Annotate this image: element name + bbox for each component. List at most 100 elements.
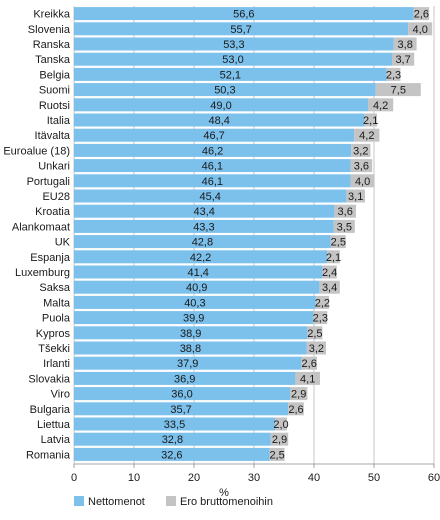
data-label-nettomenot: 46,1 (202, 176, 223, 188)
category-label: Suomi (39, 85, 70, 97)
data-label-ero-bruttomenoihin: 3,2 (353, 145, 368, 157)
bar-nettomenot (74, 189, 347, 203)
bar-nettomenot (74, 52, 392, 66)
data-label-ero-bruttomenoihin: 2,0 (273, 419, 288, 431)
bar-ero-bruttomenoihin (313, 311, 328, 325)
data-label-nettomenot: 50,3 (214, 85, 235, 97)
bar-ero-bruttomenoihin (368, 98, 394, 112)
data-label-nettomenot: 38,9 (180, 328, 201, 340)
data-label-ero-bruttomenoihin: 2,6 (302, 358, 317, 370)
bar-nettomenot (74, 67, 387, 81)
data-label-nettomenot: 33,5 (164, 419, 185, 431)
bar-ero-bruttomenoihin (346, 189, 365, 203)
data-label-nettomenot: 32,6 (161, 449, 182, 461)
x-axis: 0 10 20 30 40 50 60 (71, 463, 440, 484)
category-label: Euroalue (18) (3, 145, 70, 157)
bar-ero-bruttomenoihin (334, 204, 356, 218)
data-label-ero-bruttomenoihin: 2,2 (315, 297, 330, 309)
data-label-ero-bruttomenoihin: 2,3 (386, 69, 401, 81)
bar-nettomenot (74, 295, 316, 309)
bar-nettomenot (74, 22, 409, 36)
bar-nettomenot (74, 174, 351, 188)
bar-nettomenot (74, 219, 334, 233)
data-label-ero-bruttomenoihin: 2,5 (307, 328, 322, 340)
data-label-ero-bruttomenoihin: 2,1 (363, 115, 378, 127)
category-label: Liettua (37, 419, 71, 431)
x-tick-label: 20 (188, 472, 200, 484)
data-label-nettomenot: 48,4 (208, 115, 229, 127)
bar-ero-bruttomenoihin (288, 402, 304, 416)
bar-nettomenot (74, 341, 307, 355)
bar-ero-bruttomenoihin (330, 235, 346, 249)
bar-ero-bruttomenoihin (322, 265, 337, 279)
bar-nettomenot (74, 37, 394, 51)
bar-nettomenot (74, 311, 314, 325)
data-label-nettomenot: 37,9 (177, 358, 198, 370)
data-label-ero-bruttomenoihin: 2,5 (269, 449, 284, 461)
data-label-nettomenot: 35,7 (170, 404, 191, 416)
legend-swatch-nettomenot (74, 496, 84, 506)
bar-ero-bruttomenoihin (290, 387, 308, 401)
x-axis-title: % (219, 487, 229, 499)
category-label: Slovenia (28, 24, 71, 36)
legend-label-ero-bruttomenoihin: Ero bruttomenoihin (180, 496, 273, 508)
bar-ero-bruttomenoihin (270, 432, 289, 446)
data-label-nettomenot: 53,3 (223, 39, 244, 51)
bar-nettomenot (74, 326, 308, 340)
data-label-nettomenot: 43,3 (193, 221, 214, 233)
bar-nettomenot (74, 265, 323, 279)
category-label: Alankomaat (12, 221, 70, 233)
data-label-ero-bruttomenoihin: 2,1 (326, 252, 341, 264)
category-label: Belgia (39, 69, 70, 81)
bar-nettomenot (74, 402, 289, 416)
category-label: Slovakia (28, 373, 70, 385)
category-label: Ranska (33, 39, 71, 51)
category-label: Kroatia (35, 206, 71, 218)
category-label: Itävalta (35, 130, 71, 142)
x-tick-label: 0 (71, 472, 77, 484)
category-label: Romania (26, 449, 71, 461)
data-label-ero-bruttomenoihin: 4,0 (355, 176, 370, 188)
data-label-nettomenot: 56,6 (233, 9, 254, 21)
bar-ero-bruttomenoihin (333, 219, 355, 233)
bars: 56,6 2,6 55,7 4,0 53,3 3,8 53,0 3,7 52,1 2,3 50,3 7… (74, 7, 433, 461)
data-label-nettomenot: 41,4 (187, 267, 208, 279)
bar-nettomenot (74, 7, 414, 21)
category-label: Luxemburg (15, 267, 70, 279)
data-label-nettomenot: 40,9 (186, 282, 207, 294)
data-label-ero-bruttomenoihin: 3,2 (309, 343, 324, 355)
data-label-nettomenot: 43,4 (193, 206, 214, 218)
category-label: Tšekki (38, 343, 70, 355)
bar-nettomenot (74, 356, 302, 370)
data-label-ero-bruttomenoihin: 3,6 (354, 161, 369, 173)
category-label: Kreikka (33, 9, 71, 21)
data-label-nettomenot: 46,7 (203, 130, 224, 142)
bar-ero-bruttomenoihin (307, 326, 323, 340)
legend-swatch-ero-bruttomenoihin (166, 496, 176, 506)
data-label-ero-bruttomenoihin: 2,6 (414, 9, 429, 21)
data-label-nettomenot: 38,8 (180, 343, 201, 355)
data-label-ero-bruttomenoihin: 2,6 (288, 404, 303, 416)
bar-ero-bruttomenoihin (306, 341, 326, 355)
data-label-nettomenot: 46,2 (202, 145, 223, 157)
bar-nettomenot (74, 417, 275, 431)
bar-ero-bruttomenoihin (350, 174, 375, 188)
category-label: Latvia (41, 434, 71, 446)
category-label: Saksa (39, 282, 70, 294)
category-label: Ruotsi (39, 100, 70, 112)
data-label-ero-bruttomenoihin: 3,5 (337, 221, 352, 233)
bar-ero-bruttomenoihin (275, 417, 287, 431)
data-label-ero-bruttomenoihin: 2,5 (331, 237, 346, 249)
x-tick-label: 30 (248, 472, 260, 484)
data-label-ero-bruttomenoihin: 2,3 (313, 313, 328, 325)
x-tick-label: 60 (428, 472, 440, 484)
bar-ero-bruttomenoihin (319, 280, 340, 294)
data-label-ero-bruttomenoihin: 3,8 (398, 39, 413, 51)
data-label-ero-bruttomenoihin: 7,5 (391, 85, 406, 97)
category-label: Tanska (35, 54, 71, 66)
bar-ero-bruttomenoihin (375, 83, 421, 97)
data-label-nettomenot: 55,7 (230, 24, 251, 36)
bar-ero-bruttomenoihin (386, 67, 401, 81)
data-label-nettomenot: 53,0 (222, 54, 243, 66)
data-label-ero-bruttomenoihin: 2,4 (322, 267, 337, 279)
